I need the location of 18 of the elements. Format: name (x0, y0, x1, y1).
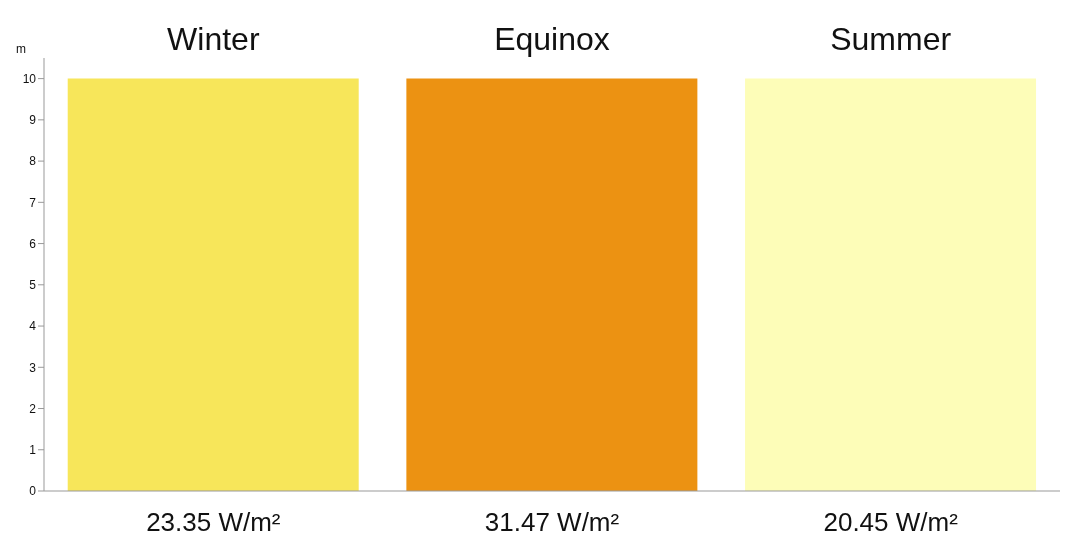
y-tick-label: 3 (29, 360, 37, 375)
x-tick-label: Winter (167, 21, 260, 57)
text: 20.45 W/m² (823, 507, 959, 538)
y-tick-label: 5 (29, 278, 37, 293)
y-tick-label: 7 (29, 195, 37, 210)
y-tick-label: 8 (29, 154, 37, 169)
y-tick-label: 9 (29, 113, 37, 128)
text: 31.47 W/m² (484, 507, 620, 538)
y-tick-label: 0 (29, 484, 37, 499)
y-axis-title: m (16, 41, 26, 56)
x-tick-label: Summer (830, 21, 952, 57)
x-tick-label: Equinox (494, 21, 610, 57)
y-tick-label: 10 (22, 71, 37, 86)
text: 23.35 W/m² (146, 507, 281, 538)
y-tick-label: 1 (29, 443, 37, 458)
y-tick-label: 6 (29, 236, 37, 251)
y-tick-label: 4 (29, 319, 37, 334)
y-tick-label: 2 (29, 401, 37, 416)
